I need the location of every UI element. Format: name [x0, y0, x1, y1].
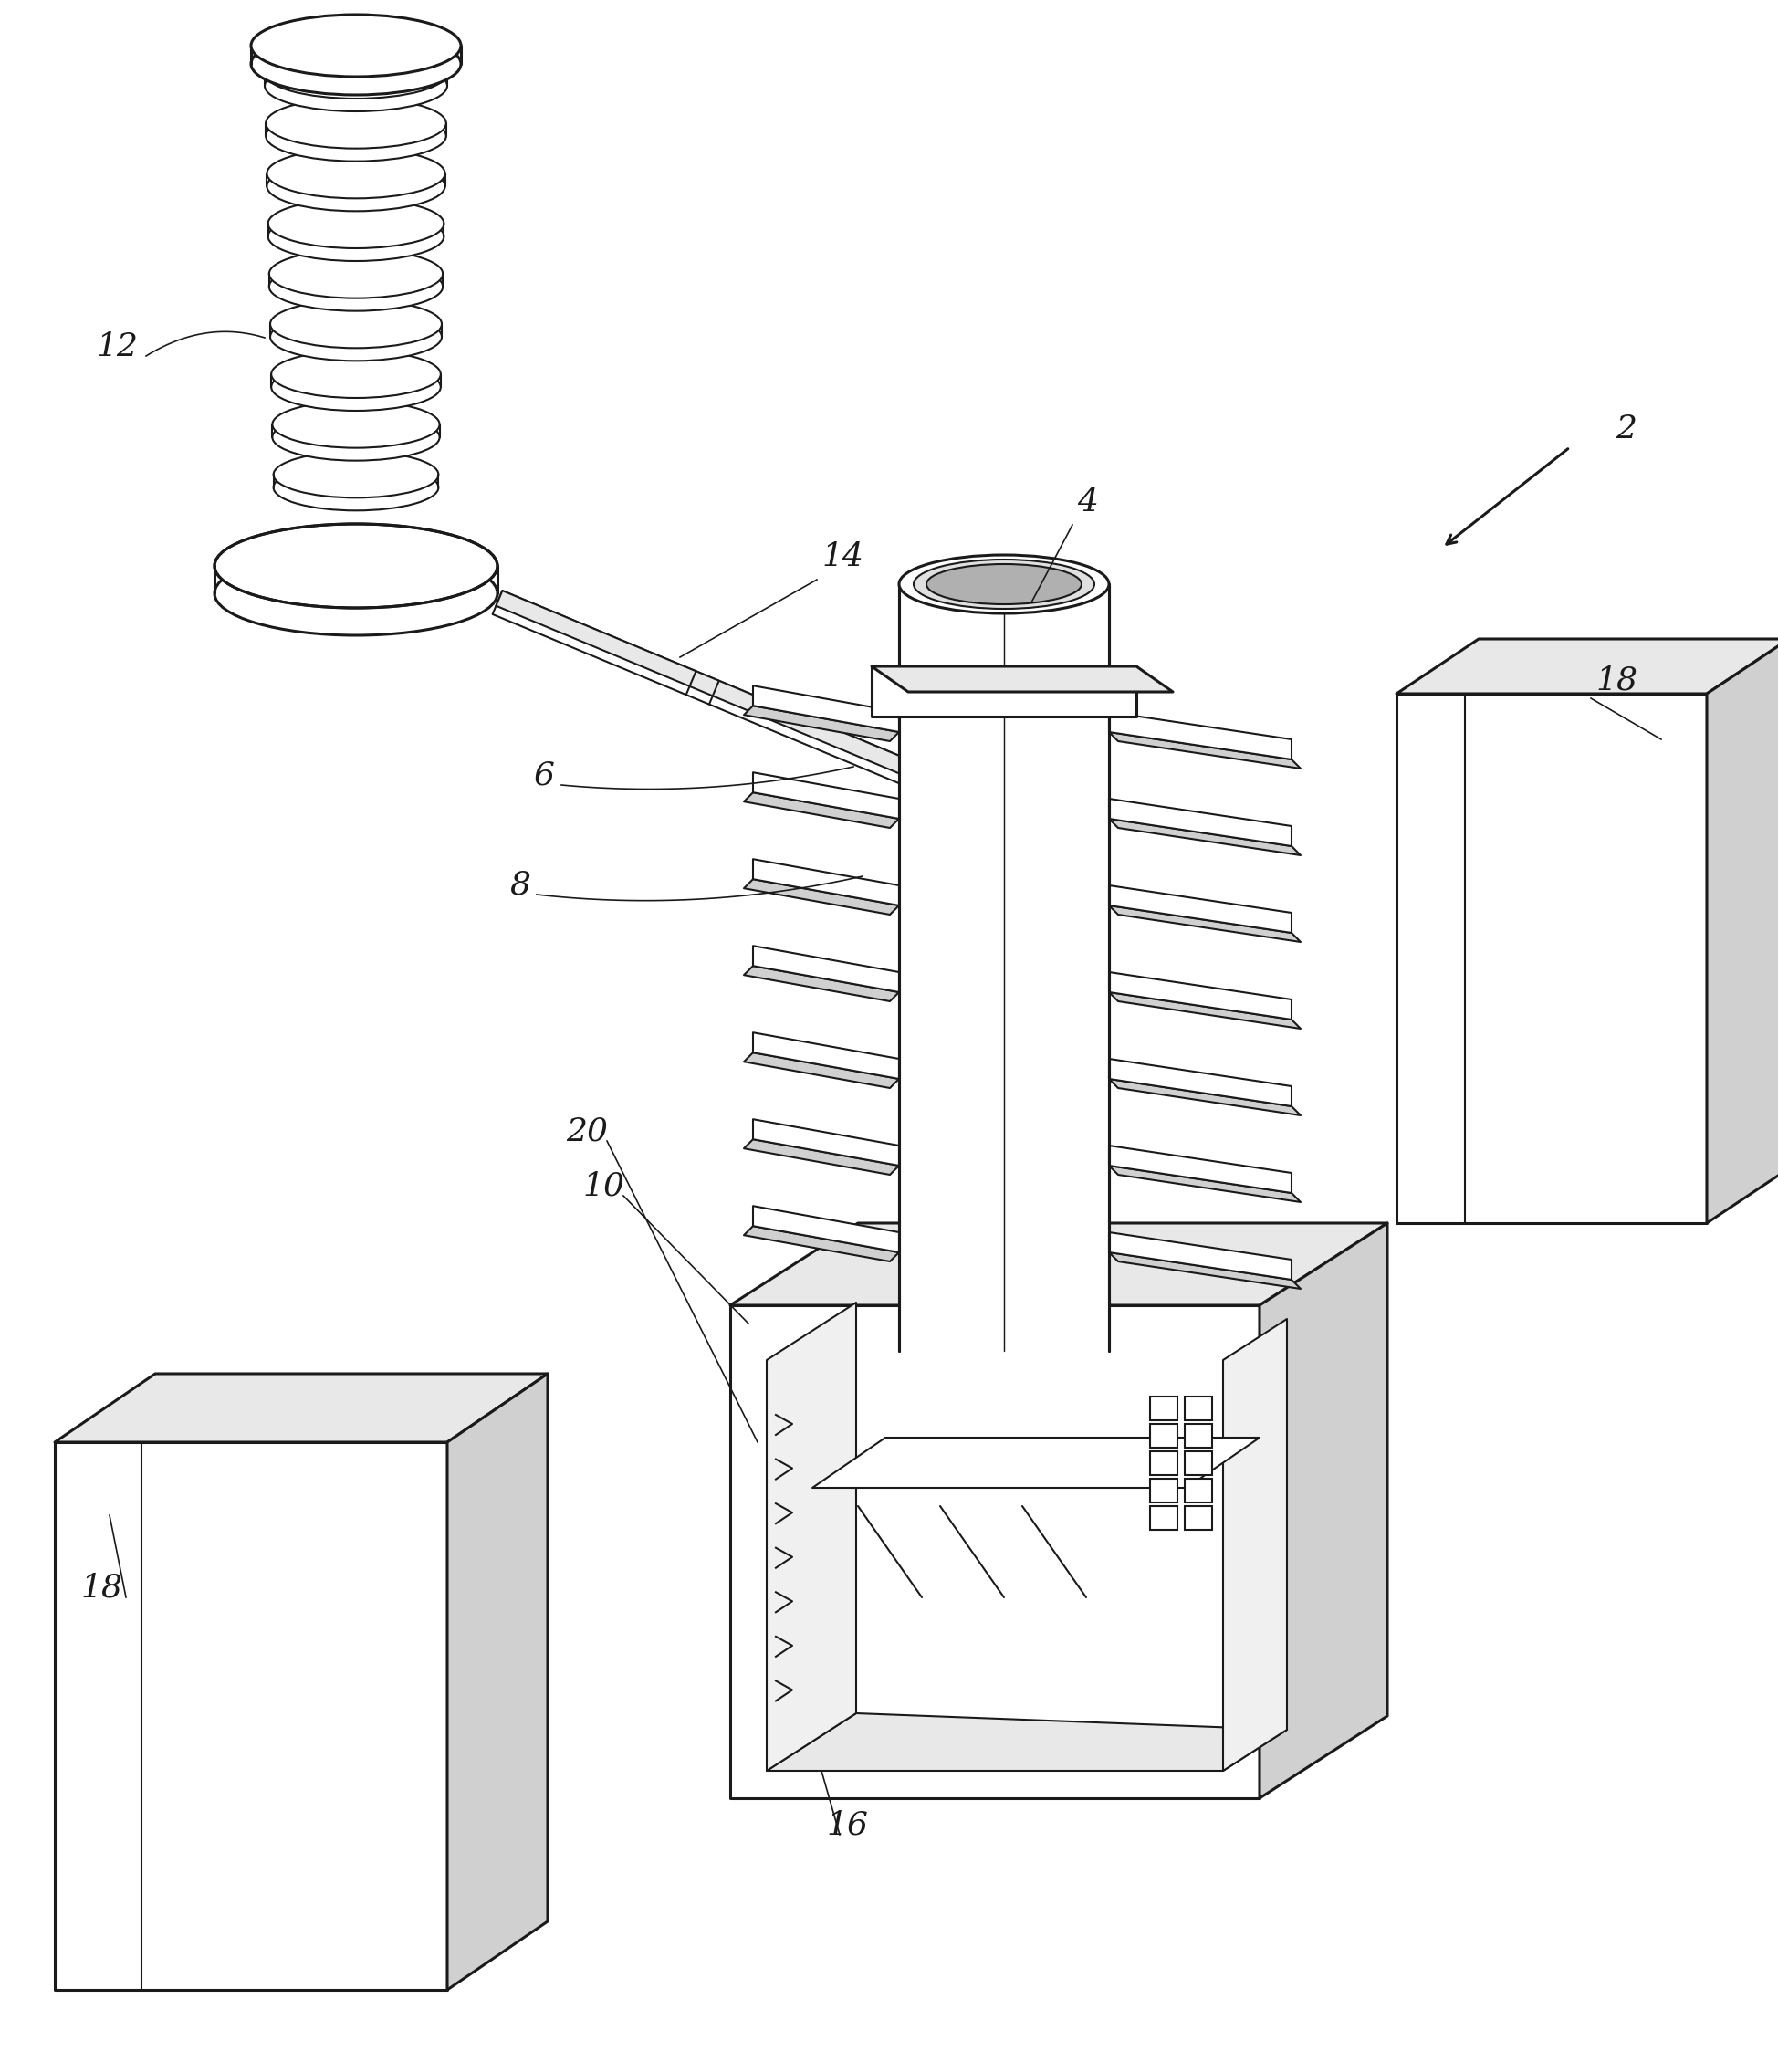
- Text: 8: 8: [509, 870, 530, 901]
- Text: 16: 16: [827, 1811, 868, 1842]
- Polygon shape: [1150, 1450, 1177, 1475]
- Polygon shape: [754, 860, 900, 905]
- Text: 18: 18: [80, 1573, 123, 1604]
- Polygon shape: [1109, 1167, 1301, 1202]
- Polygon shape: [754, 1032, 900, 1080]
- Polygon shape: [743, 1053, 900, 1088]
- Ellipse shape: [268, 199, 444, 249]
- Polygon shape: [1109, 1233, 1291, 1280]
- Polygon shape: [55, 1442, 448, 1989]
- Ellipse shape: [267, 149, 444, 199]
- Polygon shape: [1184, 1450, 1213, 1475]
- Polygon shape: [766, 1303, 857, 1772]
- Polygon shape: [743, 1227, 900, 1262]
- Polygon shape: [731, 1305, 1259, 1798]
- Text: 14: 14: [821, 541, 864, 572]
- Text: 20: 20: [565, 1117, 608, 1148]
- Polygon shape: [731, 1222, 1387, 1305]
- Ellipse shape: [268, 263, 443, 311]
- Text: 2: 2: [1616, 414, 1636, 445]
- Ellipse shape: [265, 97, 446, 149]
- Polygon shape: [1109, 992, 1301, 1028]
- Ellipse shape: [272, 414, 439, 460]
- Polygon shape: [1109, 1059, 1291, 1106]
- Ellipse shape: [274, 452, 439, 497]
- Polygon shape: [55, 1374, 548, 1442]
- Polygon shape: [754, 686, 900, 731]
- Polygon shape: [766, 1714, 1287, 1772]
- Polygon shape: [493, 591, 964, 806]
- Ellipse shape: [270, 313, 441, 361]
- Polygon shape: [1184, 1423, 1213, 1448]
- Polygon shape: [1707, 638, 1778, 1222]
- Ellipse shape: [900, 555, 1109, 613]
- Ellipse shape: [265, 60, 448, 112]
- Polygon shape: [1223, 1320, 1287, 1772]
- Polygon shape: [1184, 1506, 1213, 1529]
- Polygon shape: [1109, 713, 1291, 760]
- Polygon shape: [1150, 1397, 1177, 1419]
- Polygon shape: [1109, 1080, 1301, 1115]
- Polygon shape: [754, 1119, 900, 1167]
- Ellipse shape: [926, 564, 1081, 605]
- Ellipse shape: [265, 48, 448, 99]
- Polygon shape: [1184, 1479, 1213, 1502]
- Ellipse shape: [914, 559, 1095, 609]
- Polygon shape: [1109, 818, 1301, 856]
- Polygon shape: [754, 945, 900, 992]
- Ellipse shape: [272, 363, 441, 410]
- Polygon shape: [1109, 905, 1301, 943]
- Ellipse shape: [267, 162, 444, 211]
- Polygon shape: [743, 879, 900, 914]
- Ellipse shape: [217, 526, 496, 607]
- Text: 12: 12: [96, 332, 139, 363]
- Text: 18: 18: [1595, 665, 1638, 696]
- Polygon shape: [1150, 1479, 1177, 1502]
- Polygon shape: [496, 591, 964, 798]
- Text: 6: 6: [533, 760, 555, 792]
- Ellipse shape: [274, 464, 439, 510]
- Polygon shape: [1109, 1146, 1291, 1193]
- Polygon shape: [1184, 1397, 1213, 1419]
- Polygon shape: [1259, 1222, 1387, 1798]
- Polygon shape: [1150, 1423, 1177, 1448]
- Polygon shape: [1109, 798, 1291, 845]
- Polygon shape: [1396, 638, 1778, 694]
- Ellipse shape: [265, 110, 446, 162]
- Polygon shape: [871, 667, 1136, 717]
- Ellipse shape: [272, 402, 439, 448]
- Ellipse shape: [215, 524, 498, 607]
- Text: 4: 4: [1077, 487, 1099, 518]
- Polygon shape: [754, 1206, 900, 1251]
- Ellipse shape: [272, 350, 441, 398]
- Ellipse shape: [251, 15, 461, 77]
- Polygon shape: [743, 707, 900, 742]
- Polygon shape: [1109, 972, 1291, 1019]
- Polygon shape: [1109, 1251, 1301, 1289]
- Ellipse shape: [268, 211, 444, 261]
- Ellipse shape: [270, 300, 441, 348]
- Polygon shape: [754, 773, 900, 818]
- Polygon shape: [743, 966, 900, 1001]
- Ellipse shape: [215, 551, 498, 636]
- Polygon shape: [743, 1140, 900, 1175]
- Ellipse shape: [251, 33, 461, 95]
- Polygon shape: [448, 1374, 548, 1989]
- Text: 10: 10: [583, 1171, 624, 1202]
- Polygon shape: [900, 584, 1109, 1351]
- Polygon shape: [871, 667, 1173, 692]
- Polygon shape: [1396, 694, 1707, 1222]
- Polygon shape: [1150, 1506, 1177, 1529]
- Ellipse shape: [268, 249, 443, 298]
- Polygon shape: [1109, 885, 1291, 932]
- Polygon shape: [1109, 731, 1301, 769]
- Polygon shape: [743, 792, 900, 829]
- Polygon shape: [813, 1438, 1259, 1488]
